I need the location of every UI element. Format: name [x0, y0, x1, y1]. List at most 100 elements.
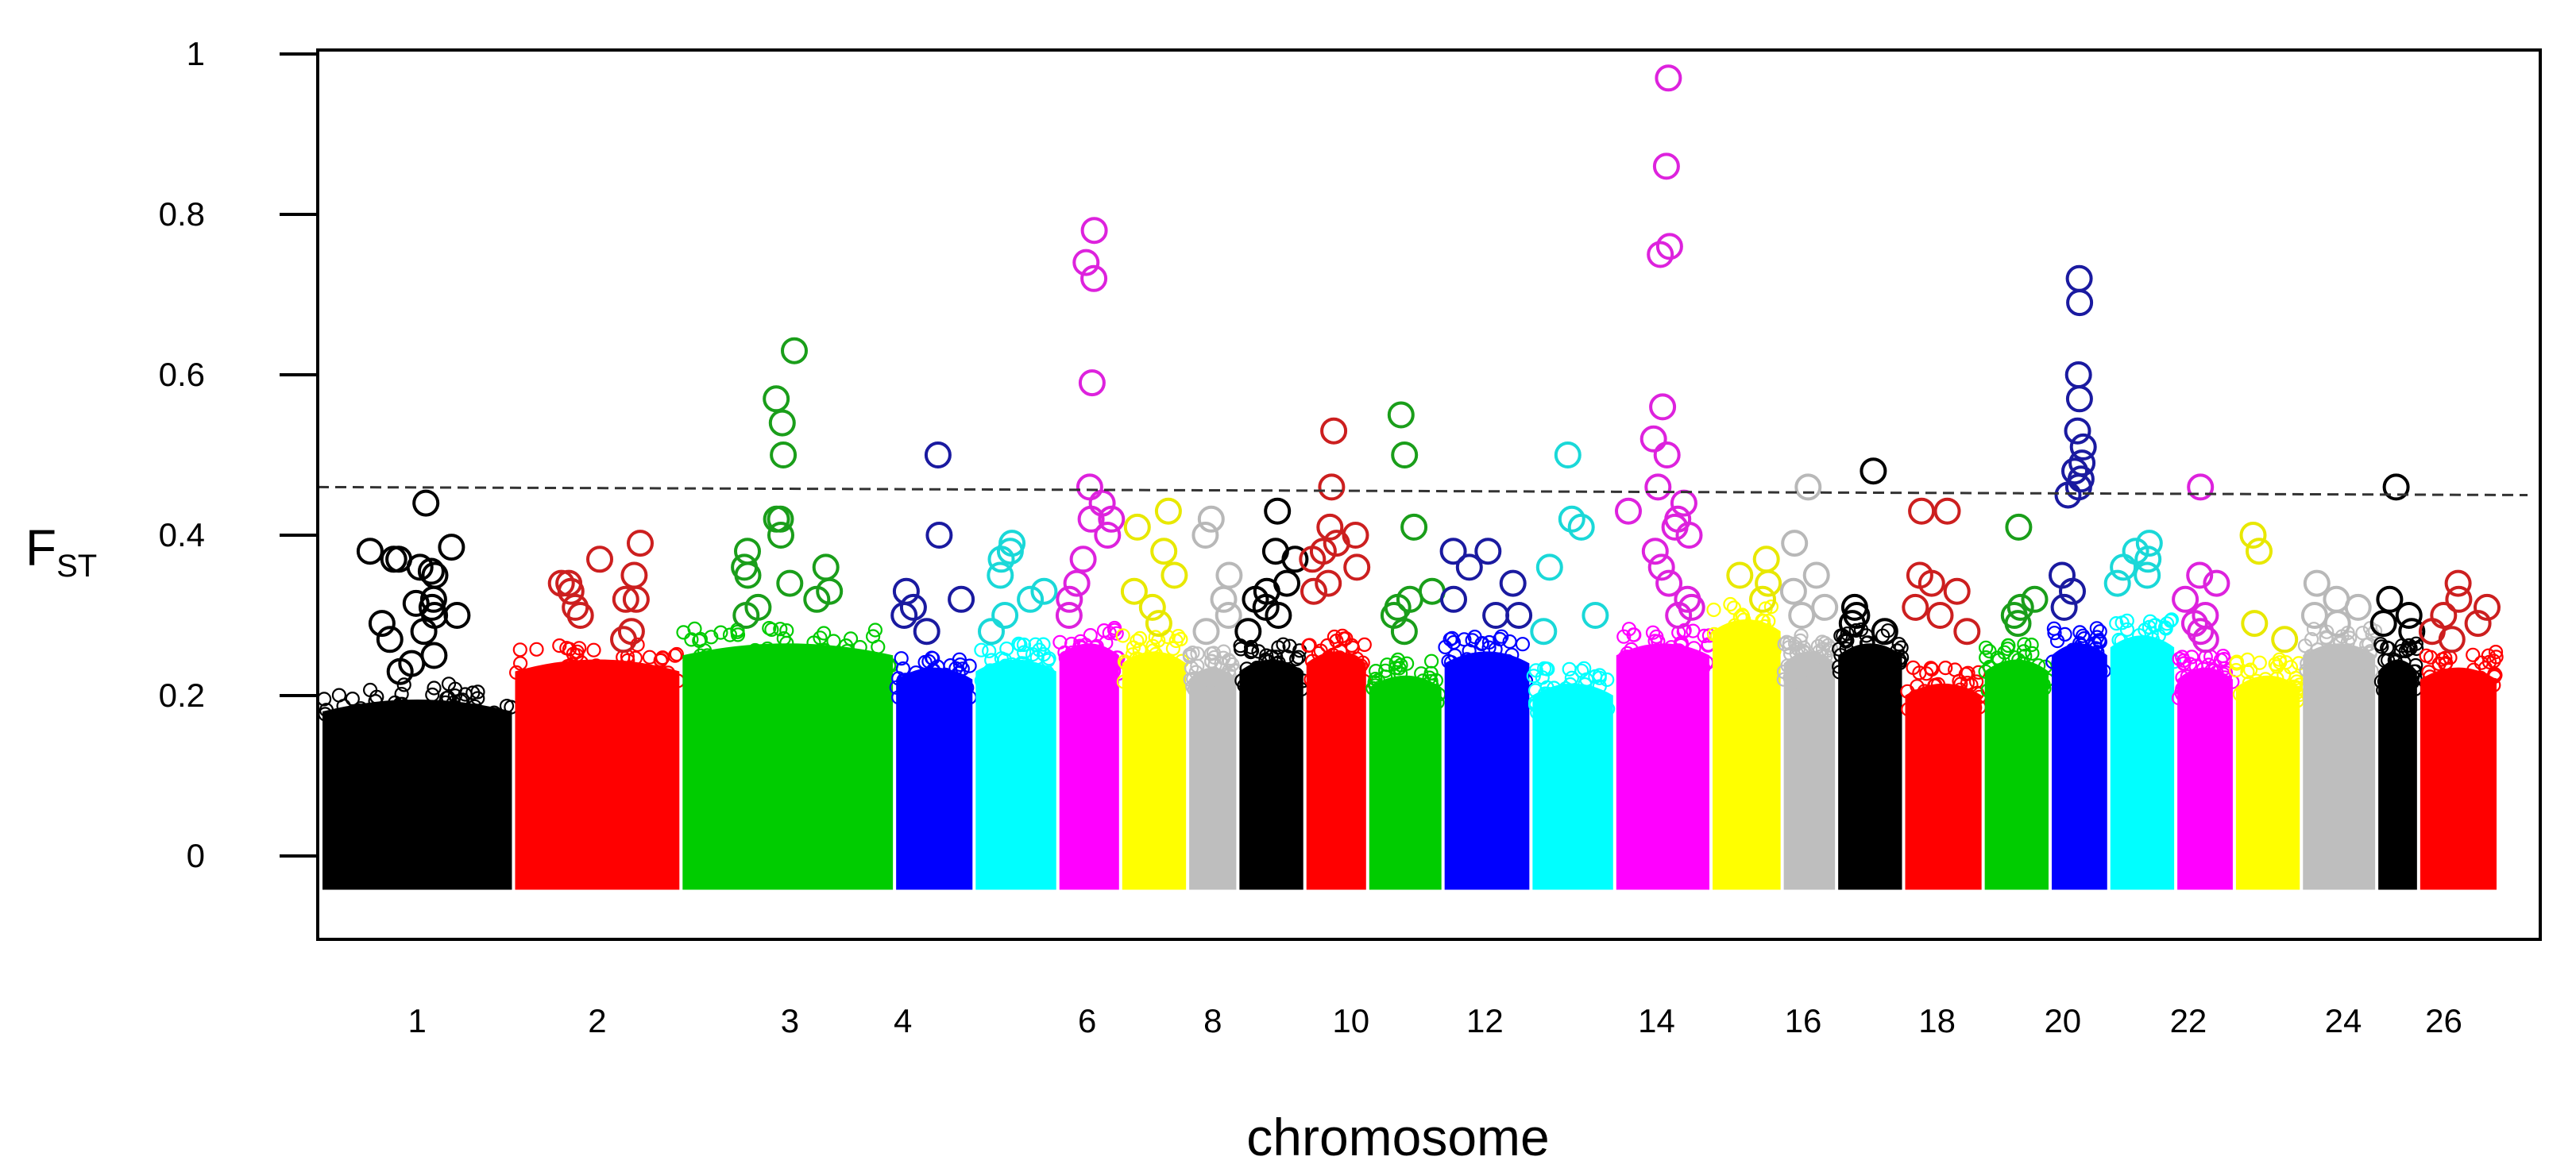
snp-outlier-point	[1391, 441, 1419, 468]
snp-point	[1382, 698, 1398, 714]
snp-outlier-point	[1161, 561, 1188, 589]
snp-outlier-point	[1655, 569, 1683, 597]
chromosome-8-outliers	[1191, 505, 1243, 646]
snp-outlier-point	[1145, 610, 1172, 638]
snp-point	[467, 708, 483, 724]
snp-point	[1368, 671, 1383, 687]
snp-point	[974, 642, 989, 657]
snp-point	[552, 638, 567, 653]
y-tick-label: 0.6	[159, 356, 205, 393]
snp-outlier-point	[1281, 546, 1309, 573]
chromosome-2-points	[508, 637, 686, 890]
snp-density-block	[2110, 635, 2175, 890]
x-tick-label: 18	[1918, 1002, 1956, 1039]
snp-density-block	[896, 667, 973, 890]
snp-point	[838, 638, 854, 653]
snp-point	[1243, 639, 1259, 655]
snp-outlier-point	[2382, 473, 2410, 501]
snp-point	[1195, 680, 1211, 695]
snp-point	[1779, 634, 1794, 650]
snp-point	[369, 689, 384, 704]
snp-point	[821, 659, 837, 674]
snp-outlier-point	[1582, 602, 1609, 629]
snp-point	[1016, 637, 1032, 653]
snp-point	[1674, 638, 1689, 653]
snp-point	[1952, 673, 1967, 688]
snp-point	[1057, 645, 1072, 660]
snp-outlier-layer	[356, 64, 2501, 685]
snp-point	[2381, 641, 2396, 656]
snp-point	[816, 626, 832, 641]
snp-outlier-point	[1482, 602, 1510, 629]
snp-point	[359, 715, 375, 730]
snp-point	[2090, 645, 2105, 660]
snp-point	[1025, 646, 1041, 662]
snp-point	[1901, 702, 1916, 717]
snp-point	[1481, 640, 1497, 655]
snp-point	[1125, 657, 1141, 672]
snp-point	[1203, 646, 1219, 661]
snp-point	[345, 691, 360, 707]
snp-point	[1982, 659, 1997, 675]
snp-point	[2232, 687, 2247, 702]
snp-point	[2488, 644, 2504, 660]
snp-point	[643, 671, 658, 686]
snp-outlier-point	[406, 553, 434, 581]
snp-outlier-point	[438, 534, 465, 561]
snp-outlier-point	[562, 593, 589, 621]
snp-outlier-point	[2135, 530, 2163, 557]
snp-point	[2209, 680, 2225, 695]
snp-outlier-point	[1123, 513, 1151, 541]
snp-point	[1414, 694, 1429, 709]
snp-outlier-point	[1210, 585, 1238, 613]
snp-point	[1345, 640, 1361, 656]
snp-point	[470, 691, 485, 706]
snp-outlier-point	[767, 505, 794, 533]
snp-point	[952, 657, 968, 673]
snp-point	[1978, 664, 1993, 679]
snp-point	[1414, 666, 1429, 681]
snp-point	[1094, 654, 1109, 669]
y-tick-label: 0.2	[159, 677, 205, 714]
snp-point	[2373, 674, 2389, 689]
snp-point	[2255, 691, 2270, 707]
snp-outlier-point	[1320, 417, 1348, 445]
snp-point	[2065, 642, 2080, 657]
snp-outlier-point	[622, 585, 650, 613]
snp-point	[826, 634, 841, 649]
snp-point	[2431, 683, 2447, 699]
snp-point	[1620, 660, 1635, 675]
snp-point	[1357, 637, 1372, 653]
snp-point	[962, 658, 977, 673]
snp-point	[1135, 660, 1150, 676]
snp-point	[1913, 692, 1928, 707]
snp-density-block	[1369, 675, 1442, 890]
snp-point	[570, 644, 585, 659]
snp-outlier-point	[2066, 289, 2094, 317]
chromosome-19-outliers	[2000, 513, 2049, 638]
snp-point	[697, 643, 713, 658]
snp-point	[2391, 660, 2406, 675]
snp-point	[882, 657, 897, 673]
snp-point	[1960, 675, 1975, 691]
snp-point	[1029, 650, 1045, 665]
snp-outlier-point	[763, 385, 790, 413]
snp-point	[1115, 628, 1130, 643]
snp-outlier-point	[1030, 577, 1058, 605]
chromosome-5-points	[974, 636, 1056, 890]
snp-outlier-point	[1120, 577, 1148, 605]
chromosome-6-outliers	[1055, 217, 1126, 629]
snp-outlier-point	[2344, 593, 2372, 621]
snp-point	[2393, 661, 2408, 677]
chromosome-14-points	[1616, 622, 1717, 890]
snp-density-block	[1239, 659, 1303, 890]
snp-point	[984, 653, 999, 668]
snp-point	[2240, 652, 2255, 668]
x-tick-label: 26	[2425, 1002, 2462, 1039]
snp-outlier-point	[732, 602, 760, 629]
snp-point	[960, 680, 975, 696]
snp-outlier-point	[2395, 602, 2423, 629]
snp-outlier-point	[1926, 602, 1954, 629]
snp-point	[1016, 656, 1031, 671]
snp-point	[1767, 643, 1782, 658]
